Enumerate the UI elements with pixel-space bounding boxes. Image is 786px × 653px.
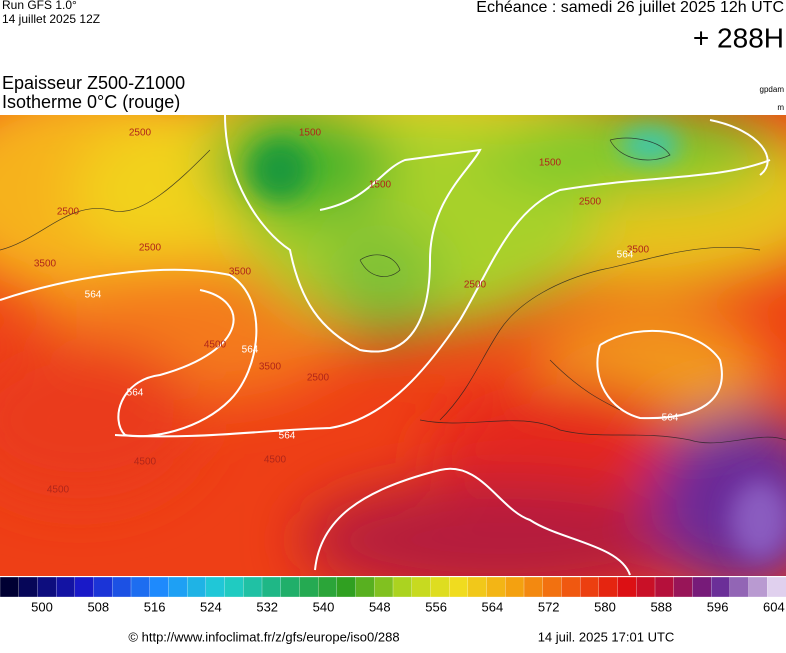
contour-label: 1500 bbox=[369, 180, 392, 191]
unit-label: m bbox=[777, 103, 784, 112]
scale-box bbox=[542, 576, 563, 598]
contour-label: 2500 bbox=[307, 373, 330, 384]
scale-box bbox=[317, 576, 338, 598]
scale-label: 556 bbox=[425, 599, 447, 614]
contour-label: 564 bbox=[279, 431, 296, 442]
scale-box bbox=[205, 576, 226, 598]
scale-box bbox=[692, 576, 712, 598]
scale-box bbox=[729, 576, 750, 598]
scale-label: 516 bbox=[144, 599, 166, 614]
scale-box bbox=[149, 576, 170, 598]
scale-box bbox=[280, 576, 301, 598]
scale-label: 532 bbox=[256, 599, 278, 614]
scale-box bbox=[18, 576, 39, 598]
color-scale: 500 508 516 524 532 540 548 556 564 572 580 588 596 6… bbox=[0, 576, 786, 614]
scale-box bbox=[673, 576, 694, 598]
scale-box bbox=[392, 576, 413, 598]
contour-label: 564 bbox=[617, 250, 634, 261]
contour-label: 4500 bbox=[47, 485, 70, 496]
scale-label: 588 bbox=[650, 599, 672, 614]
scale-label: 548 bbox=[369, 599, 391, 614]
contour-label: 2500 bbox=[464, 280, 487, 291]
scale-box bbox=[448, 576, 469, 598]
contour-label: 2500 bbox=[139, 243, 162, 254]
scale-box bbox=[710, 576, 731, 598]
scale-box bbox=[74, 576, 95, 598]
source-url: © http://www.infoclimat.fr/z/gfs/europe/… bbox=[128, 629, 399, 644]
scale-box bbox=[505, 576, 525, 598]
scale-box bbox=[430, 576, 450, 598]
contour-label: 3500 bbox=[627, 245, 650, 256]
lead-time: + 288H bbox=[693, 22, 784, 53]
scale-box bbox=[767, 576, 786, 598]
scale-box bbox=[355, 576, 375, 598]
scale-box bbox=[168, 576, 188, 598]
contour-label: 3500 bbox=[259, 362, 282, 373]
contour-label: 4500 bbox=[264, 455, 287, 466]
scale-box bbox=[617, 576, 637, 598]
scale-box bbox=[112, 576, 132, 598]
scale-box bbox=[561, 576, 581, 598]
run-label: Run GFS 1.0° bbox=[2, 0, 77, 12]
scale-box bbox=[598, 576, 619, 598]
generated-time: 14 juil. 2025 17:01 UTC bbox=[538, 629, 675, 644]
scale-box bbox=[299, 576, 319, 598]
scale-box bbox=[748, 576, 768, 598]
scale-label: 524 bbox=[200, 599, 222, 614]
contour-label: 564 bbox=[85, 290, 102, 301]
scale-box bbox=[130, 576, 151, 598]
scale-box bbox=[93, 576, 113, 598]
run-date: 14 juillet 2025 12Z bbox=[2, 12, 100, 26]
contour-label: 1500 bbox=[299, 128, 322, 139]
scale-box bbox=[636, 576, 656, 598]
contour-label: 564 bbox=[242, 345, 259, 356]
scale-label: 580 bbox=[594, 599, 616, 614]
scale-box bbox=[523, 576, 544, 598]
scale-box bbox=[336, 576, 357, 598]
contour-label: 564 bbox=[127, 388, 144, 399]
contour-label: 3500 bbox=[34, 259, 57, 270]
contour-label: 2500 bbox=[57, 207, 80, 218]
scale-label: 596 bbox=[707, 599, 729, 614]
contour-label: 3500 bbox=[229, 267, 252, 278]
scale-label: 500 bbox=[31, 599, 53, 614]
scale-box bbox=[467, 576, 488, 598]
scale-label: 604 bbox=[763, 599, 785, 614]
scale-label: 540 bbox=[313, 599, 335, 614]
map-subtitle: Isotherme 0°C (rouge) bbox=[2, 92, 180, 112]
scale-box bbox=[186, 576, 207, 598]
contour-label: 564 bbox=[662, 413, 679, 424]
scale-box bbox=[0, 576, 20, 598]
scale-box bbox=[411, 576, 432, 598]
unit-label: gpdam bbox=[760, 85, 785, 94]
valid-time: Echéance : samedi 26 juillet 2025 12h UT… bbox=[476, 0, 784, 16]
contour-label: 4500 bbox=[134, 457, 157, 468]
scale-box bbox=[654, 576, 675, 598]
contour-label: 4500 bbox=[204, 340, 227, 351]
scale-label: 508 bbox=[87, 599, 109, 614]
scale-label: 572 bbox=[538, 599, 560, 614]
map: 2500 2500 2500 1500 1500 1500 2500 3500 3500 3500… bbox=[0, 115, 786, 576]
contour-label: 2500 bbox=[579, 197, 602, 208]
contour-label: 2500 bbox=[129, 128, 152, 139]
scale-box bbox=[486, 576, 506, 598]
scale-box bbox=[374, 576, 394, 598]
scale-box bbox=[55, 576, 76, 598]
scale-box bbox=[261, 576, 282, 598]
scale-box bbox=[243, 576, 263, 598]
scale-box bbox=[224, 576, 244, 598]
scale-label: 564 bbox=[482, 599, 504, 614]
scale-box bbox=[37, 576, 57, 598]
scale-box bbox=[579, 576, 600, 598]
map-title: Epaisseur Z500-Z1000 bbox=[2, 73, 185, 93]
contour-label: 1500 bbox=[539, 158, 562, 169]
